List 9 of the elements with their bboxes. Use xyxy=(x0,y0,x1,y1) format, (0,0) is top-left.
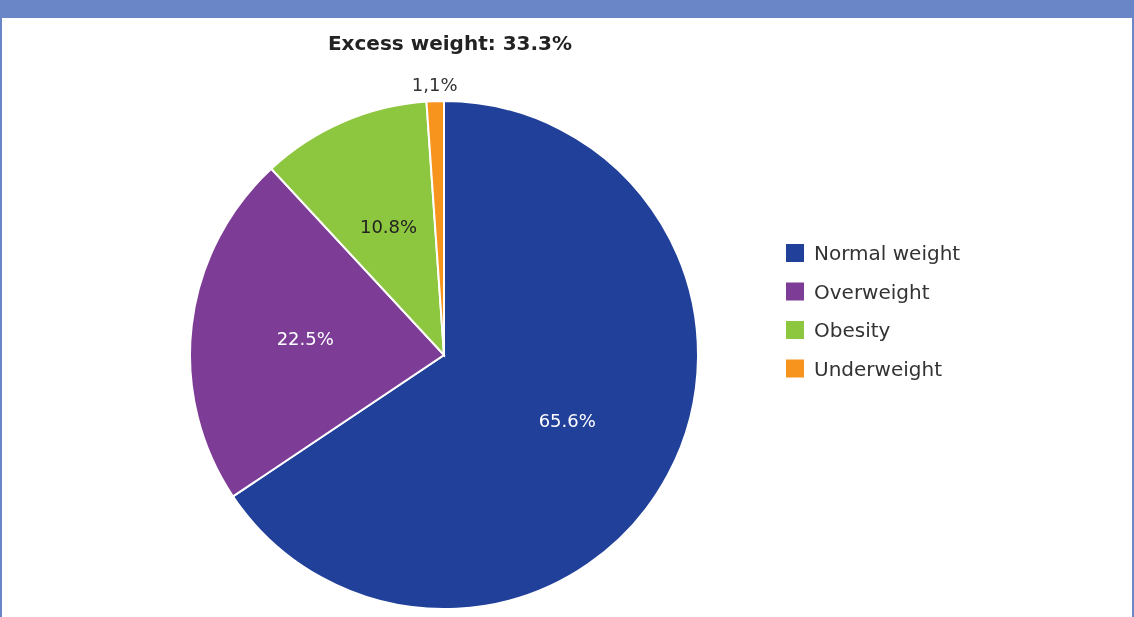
data-label: 1,1% xyxy=(411,74,458,96)
legend-label: Underweight xyxy=(814,356,943,381)
data-label: 22.5% xyxy=(276,328,334,350)
data-label: 10.8% xyxy=(359,216,418,238)
legend-label: Obesity xyxy=(814,318,891,342)
data-label: 65.6% xyxy=(538,410,596,432)
legend-label: Normal weight xyxy=(814,241,961,265)
chart-title: Excess weight: 33.3% xyxy=(327,31,573,55)
legend-label: Overweight xyxy=(814,279,930,304)
